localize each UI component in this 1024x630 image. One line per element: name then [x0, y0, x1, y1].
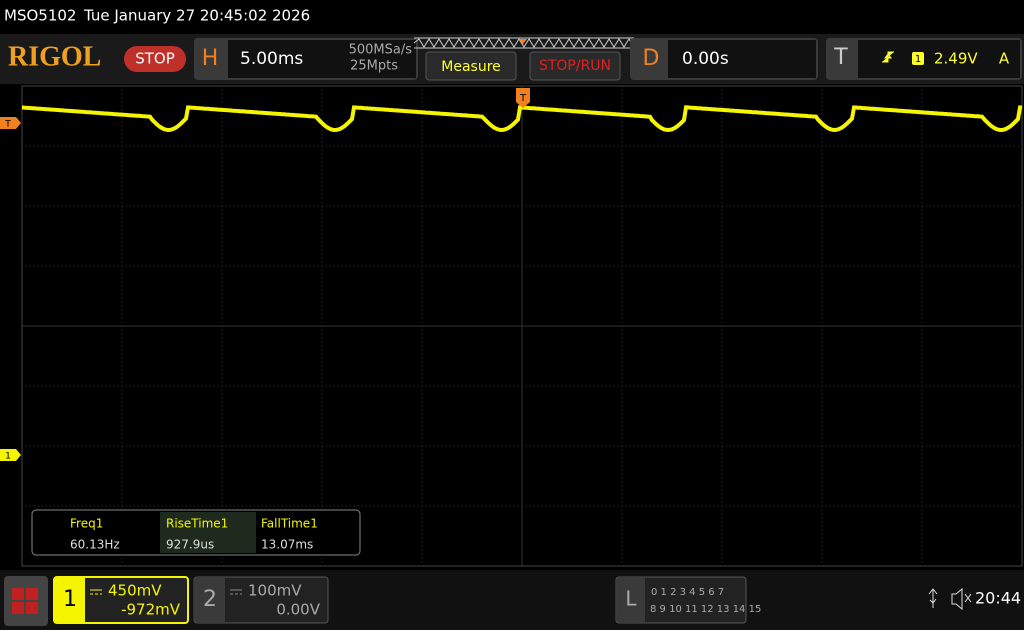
menu-button[interactable]: [4, 576, 48, 626]
usb-icon: [928, 588, 938, 608]
logic-key[interactable]: L: [625, 587, 637, 611]
logic-row2: 8 9 10 11 12 13 14 15: [650, 604, 761, 615]
d-field: [668, 40, 816, 78]
channel1-number[interactable]: 1: [63, 587, 77, 612]
channel1-key-bg: [55, 578, 85, 622]
t-field: [858, 40, 1020, 78]
timeline-wave: [413, 38, 635, 48]
logic-row1: 0 1 2 3 4 5 6 7: [651, 587, 724, 598]
trigger-source: 1: [915, 54, 921, 65]
datetime: Tue January 27 20:45:02 2026: [83, 7, 310, 25]
delay-value: 0.00s: [682, 49, 729, 69]
timeline-marker: [519, 39, 527, 44]
trigger-position-label: T: [519, 93, 527, 104]
measurement-value: 60.13Hz: [70, 538, 120, 552]
h-field: [228, 40, 416, 78]
h-key: H: [202, 46, 219, 71]
source-badge: [912, 52, 924, 65]
run-state[interactable]: STOP: [135, 50, 175, 68]
channel1-marker: [0, 449, 21, 461]
measurement-highlight: [160, 512, 256, 553]
measure-label[interactable]: Measure: [441, 59, 501, 75]
trigger-level-label: T: [4, 120, 11, 130]
t-key: T: [833, 45, 848, 70]
graticule: [22, 86, 1022, 566]
channel1-panel[interactable]: [53, 576, 189, 624]
clock: 20:44: [975, 589, 1021, 608]
trigger-level: 2.49V: [934, 50, 978, 68]
sample-rate: 500MSa/s: [349, 43, 413, 58]
channel2-coupling: [230, 589, 242, 595]
model: MSO5102: [4, 7, 76, 25]
timeline: [414, 37, 634, 49]
trigger-mode: A: [999, 50, 1010, 68]
logic-panel[interactable]: [615, 576, 747, 624]
channel1-offset: -972mV: [121, 601, 181, 619]
menu-icon[interactable]: [12, 588, 38, 614]
measurement-value: 927.9us: [166, 538, 214, 552]
trigger-position-marker: [516, 88, 530, 108]
trigger-level-marker: [0, 117, 21, 129]
measurement-header: FallTime1: [261, 517, 318, 531]
memory-depth: 25Mpts: [350, 59, 398, 74]
channel2-panel[interactable]: [193, 576, 329, 624]
stop-run-label[interactable]: STOP/RUN: [539, 58, 611, 74]
edge-icon: [882, 51, 894, 63]
mute-icon[interactable]: [951, 587, 972, 611]
timebase: 5.00ms: [240, 49, 303, 69]
channel2-offset: 0.00V: [276, 601, 320, 619]
d-key: D: [643, 46, 660, 71]
measurement-value: 13.07ms: [261, 538, 313, 552]
channel2-number[interactable]: 2: [203, 587, 217, 612]
measure-button[interactable]: [425, 51, 517, 81]
graticule-border: [21, 85, 1023, 567]
channel1-marker-label: 1: [5, 452, 11, 462]
channel2-key-bg: [195, 578, 225, 622]
stop-run-button[interactable]: [529, 51, 621, 81]
channel1-trace: [21, 105, 1023, 133]
channel1-scale: 450mV: [108, 582, 162, 600]
measurement-header: Freq1: [70, 517, 103, 531]
logic-key-bg: [617, 578, 645, 622]
measurement-table: Freq1 RiseTime1 FallTime1 60.13Hz 927.9us 13.…: [70, 517, 318, 552]
channel1-coupling: [90, 589, 102, 595]
run-state-badge[interactable]: [124, 46, 186, 72]
channel2-scale: 100mV: [248, 582, 302, 600]
measurement-header: RiseTime1: [166, 517, 228, 531]
logo: RIGOL: [8, 41, 101, 72]
